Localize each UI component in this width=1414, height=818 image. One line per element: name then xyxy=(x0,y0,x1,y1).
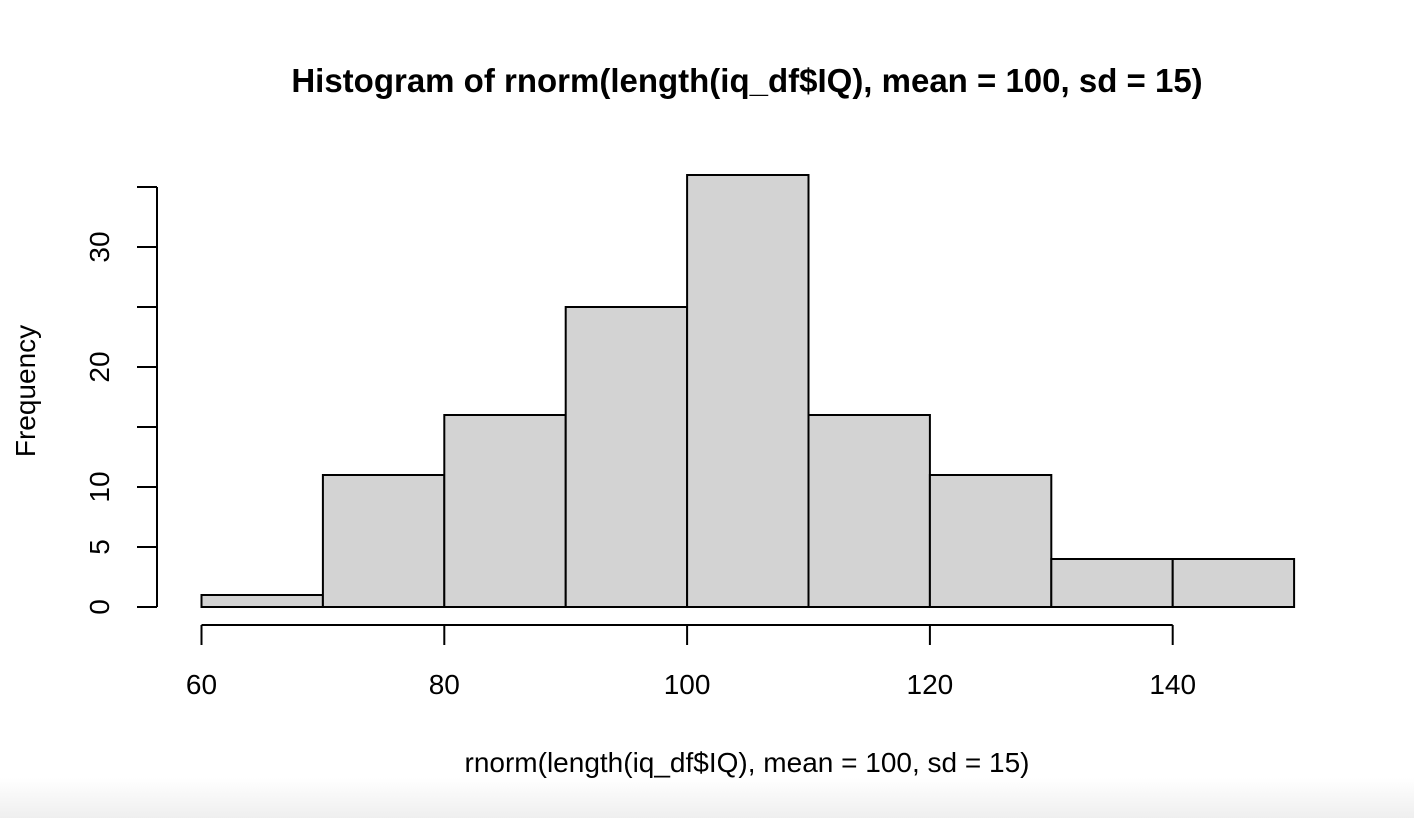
histogram-bar-140-150 xyxy=(1171,558,1296,608)
y-tick-label-20: 20 xyxy=(84,351,115,382)
y-tick-label-0: 0 xyxy=(84,599,115,615)
histogram-bar-130-140 xyxy=(1050,558,1174,608)
histogram-bar-70-80 xyxy=(321,474,446,608)
y-tick-label-10: 10 xyxy=(84,471,115,502)
y-tick-label-30: 30 xyxy=(84,231,115,262)
histogram-bar-100-110 xyxy=(686,174,810,608)
histogram-bar-80-90 xyxy=(443,414,567,608)
x-tick-label-100: 100 xyxy=(664,669,711,700)
histogram-bar-120-130 xyxy=(928,474,1053,608)
y-axis-label: Frequency xyxy=(10,325,41,457)
chart-title: Histogram of rnorm(length(iq_df$IQ), mea… xyxy=(291,62,1202,99)
histogram-bar-90-100 xyxy=(564,306,689,608)
x-tick-label-140: 140 xyxy=(1149,669,1196,700)
x-tick-label-120: 120 xyxy=(907,669,954,700)
x-tick-label-80: 80 xyxy=(429,669,460,700)
y-axis: 0 5 10 20 30 xyxy=(84,186,158,615)
bars-group xyxy=(200,174,1296,608)
histogram-bar-110-120 xyxy=(807,414,931,608)
x-tick-label-60: 60 xyxy=(186,669,217,700)
histogram-bar-60-70 xyxy=(200,594,324,608)
x-axis-label: rnorm(length(iq_df$IQ), mean = 100, sd =… xyxy=(465,747,1030,778)
y-tick-label-5: 5 xyxy=(84,539,115,555)
x-axis: 60 80 100 120 140 xyxy=(186,624,1196,700)
